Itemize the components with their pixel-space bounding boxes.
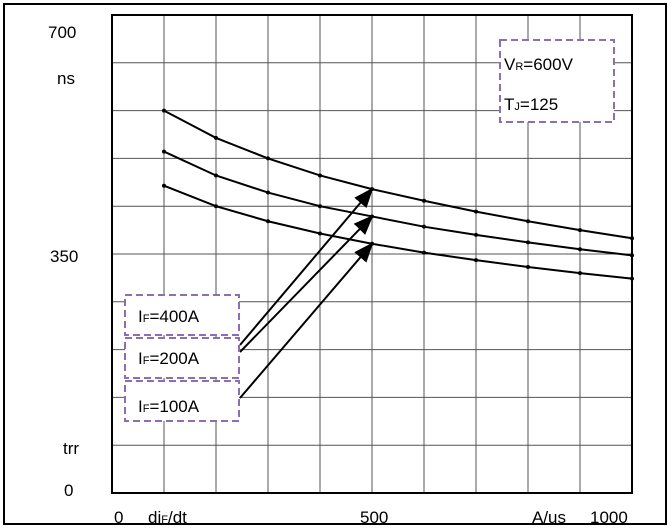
series-callouts: IF=400A IF=200A IF=100A (124, 294, 240, 422)
y-tick-label-0: 0 (64, 481, 73, 500)
callout-100a: IF=100A (138, 397, 200, 416)
series-0-point (526, 219, 530, 224)
x-quantity-tail: /dt (168, 508, 187, 527)
series-1-point (214, 173, 218, 178)
series-0-point (162, 108, 166, 113)
series-2-point (630, 276, 634, 281)
chart-frame (3, 3, 667, 525)
callout-100a-border (124, 380, 240, 422)
x-unit-label: A/us (532, 508, 566, 527)
y-quantity-label: trr (63, 439, 79, 458)
series-0-point (318, 173, 322, 178)
series-2-point (318, 231, 322, 236)
condition-tj-main: T (504, 95, 514, 114)
conditions-box: VR=600V TJ=125 (499, 39, 615, 123)
callout-400a-main: I (138, 307, 143, 326)
condition-tj-value: =125 (520, 95, 558, 114)
callout-400a-border (124, 294, 240, 336)
x-quantity-sub: F (161, 514, 168, 526)
series-1-point (422, 224, 426, 229)
series-line-2 (163, 184, 633, 280)
y-unit-label: ns (57, 69, 75, 88)
callout-100a-sub: F (143, 403, 150, 415)
callout-arrow-2 (239, 242, 374, 399)
condition-vr: VR=600V (504, 55, 574, 74)
series-2-point (266, 219, 270, 224)
callout-200a-border (124, 337, 240, 379)
series-0-point (214, 135, 218, 140)
series-1-point (578, 247, 582, 252)
series-1-point (318, 204, 322, 209)
y-tick-label-700: 700 (48, 23, 76, 42)
series-2-point (578, 271, 582, 276)
y-tick-label-350: 350 (50, 247, 78, 266)
series-1-point (526, 240, 530, 245)
series-0-point (422, 198, 426, 203)
series-0-point (266, 156, 270, 161)
series-2-point (162, 183, 166, 188)
series-layer (162, 108, 634, 281)
condition-vr-main: V (504, 55, 516, 74)
callout-400a-sub: F (143, 313, 150, 325)
series-line-1 (163, 150, 633, 257)
series-0-point (474, 209, 478, 214)
callout-200a-sub: F (143, 355, 150, 367)
condition-vr-sub: R (515, 61, 523, 73)
series-0-point (578, 228, 582, 233)
arrows (239, 187, 374, 399)
callout-200a: IF=200A (138, 349, 200, 368)
x-tick-label-1000: 1000 (590, 508, 628, 527)
series-1-point (266, 190, 270, 195)
series-2-point (474, 258, 478, 263)
series-0-point (630, 236, 634, 241)
x-tick-label-0: 0 (114, 508, 123, 527)
callout-arrow-1 (239, 215, 374, 353)
callout-200a-main: I (138, 349, 143, 368)
series-2-point (422, 250, 426, 255)
series-1-point (630, 253, 634, 258)
callout-400a-value: =400A (149, 307, 199, 326)
x-quantity-label: diF/dt (148, 508, 187, 527)
callout-arrow-0 (239, 187, 374, 346)
x-tick-label-500: 500 (360, 508, 388, 527)
series-line-0 (163, 109, 633, 240)
x-quantity-main: di (148, 508, 161, 527)
series-1-point (162, 149, 166, 154)
conditions-box-border (499, 39, 615, 123)
callout-400a: IF=400A (138, 307, 200, 326)
condition-tj-sub: J (514, 101, 520, 113)
series-2-point (214, 204, 218, 209)
condition-vr-value: =600V (523, 55, 573, 74)
callout-100a-main: I (138, 397, 143, 416)
series-2-point (526, 264, 530, 269)
condition-tj: TJ=125 (504, 95, 558, 114)
callout-100a-value: =100A (149, 397, 199, 416)
callout-200a-value: =200A (149, 349, 199, 368)
series-1-point (474, 232, 478, 237)
